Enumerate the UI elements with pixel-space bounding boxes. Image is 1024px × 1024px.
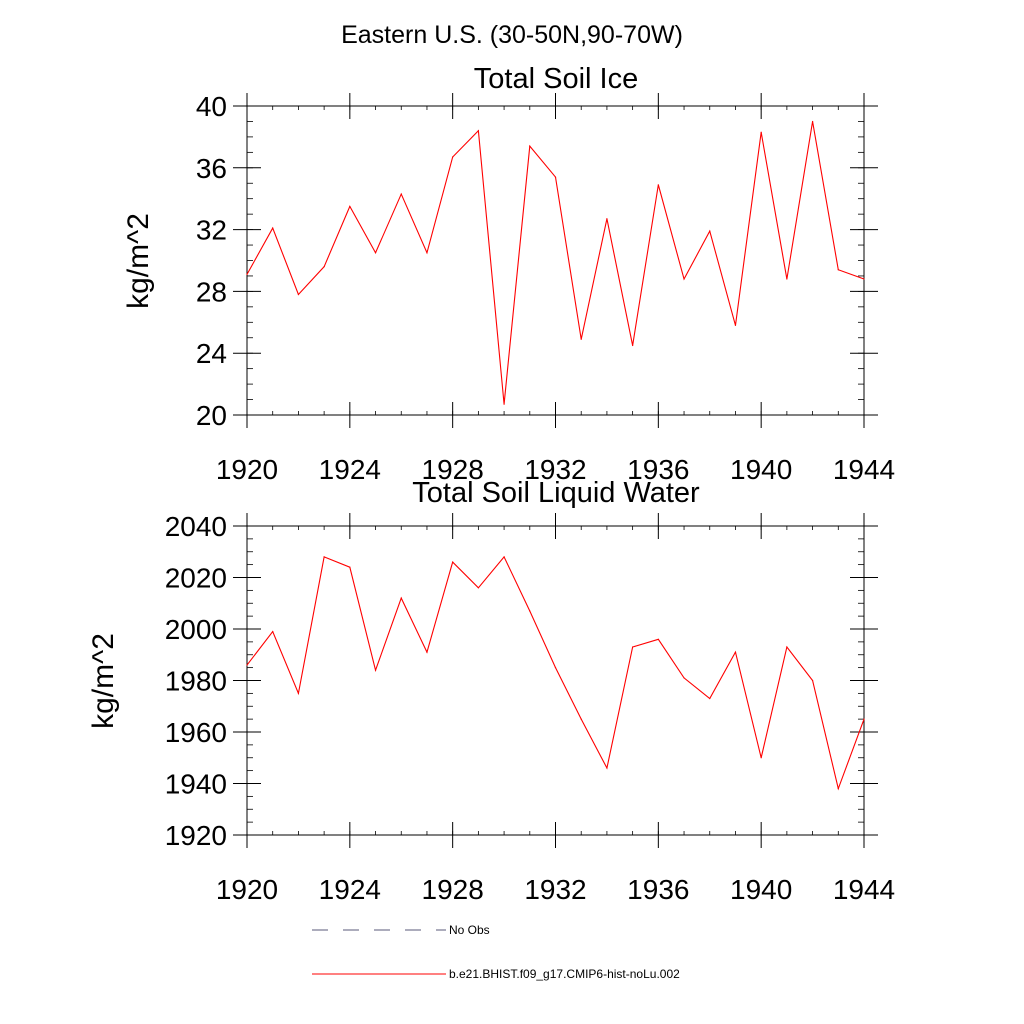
y-tick-label: 40 <box>196 91 227 122</box>
plot-frame <box>246 105 865 416</box>
data-point <box>246 273 248 276</box>
data-point <box>606 218 608 220</box>
panel-total-soil-liquid-water: Total Soil Liquid Water kg/m^2 1920 1940 1… <box>87 477 895 905</box>
data-point <box>709 697 711 700</box>
data-point <box>760 131 762 133</box>
data-point <box>837 788 839 790</box>
data-point <box>554 667 557 669</box>
data-point <box>580 338 582 340</box>
panel-title: Total Soil Ice <box>474 63 638 95</box>
data-point <box>837 269 839 271</box>
data-point <box>272 227 274 229</box>
figure-suptitle: Eastern U.S. (30-50N,90-70W) <box>341 21 683 49</box>
data-point <box>606 767 608 769</box>
data-point <box>477 587 479 589</box>
data-point <box>734 651 737 653</box>
x-tick-label: 1920 <box>216 874 278 905</box>
y-tick-label: 2020 <box>165 563 227 594</box>
plot-frame <box>246 525 865 836</box>
y-axis-label: kg/m^2 <box>87 633 120 729</box>
data-point <box>811 679 814 682</box>
panel-title: Total Soil Liquid Water <box>412 477 700 509</box>
data-point <box>786 646 788 648</box>
data-point <box>452 156 454 158</box>
data-point <box>246 664 248 666</box>
data-point <box>683 677 685 679</box>
data-point <box>657 184 659 186</box>
x-tick-label: 1920 <box>216 454 278 485</box>
series-line <box>246 555 865 791</box>
data-point <box>426 651 428 653</box>
data-point <box>323 266 325 268</box>
x-tick-label: 1932 <box>524 454 586 485</box>
data-point <box>580 718 582 720</box>
data-point <box>503 403 505 405</box>
data-point <box>529 145 531 147</box>
data-point <box>683 278 685 280</box>
data-point <box>297 293 300 296</box>
data-point <box>760 757 762 759</box>
data-point <box>400 193 402 195</box>
x-tick-label: 1940 <box>730 454 792 485</box>
data-point <box>426 252 428 254</box>
data-point <box>349 205 351 208</box>
x-tick-label: 1932 <box>524 874 586 905</box>
data-point <box>657 638 659 640</box>
y-tick-label: 24 <box>196 338 227 369</box>
data-point <box>400 597 402 599</box>
y-tick-label: 1980 <box>165 666 227 697</box>
x-tick-label: 1936 <box>627 454 689 485</box>
panel-total-soil-ice: Total Soil Ice kg/m^2 20 24 28 32 36 40 1920 19… <box>122 63 895 485</box>
data-point <box>374 252 377 254</box>
series-line <box>246 121 865 405</box>
data-point <box>734 324 737 326</box>
y-tick-label: 1920 <box>165 820 227 851</box>
x-tick-label: 1928 <box>422 874 484 905</box>
y-tick-label: 36 <box>196 153 227 184</box>
data-point <box>452 561 454 563</box>
legend-label-model-run: b.e21.BHIST.f09_g17.CMIP6-hist-noLu.002 <box>449 967 680 981</box>
y-axis-label: kg/m^2 <box>122 213 155 309</box>
y-tick-label: 28 <box>196 276 227 307</box>
data-point <box>297 692 300 694</box>
data-point <box>863 718 865 720</box>
y-tick-label: 2000 <box>165 614 227 645</box>
data-point <box>863 278 865 280</box>
x-tick-label: 1940 <box>730 874 792 905</box>
x-tick-label: 1944 <box>833 874 895 905</box>
y-tick-label: 1960 <box>165 717 227 748</box>
x-tick-label: 1924 <box>319 454 381 485</box>
x-tick-label: 1936 <box>627 874 689 905</box>
y-tick-label: 1940 <box>165 769 227 800</box>
y-tick-label: 32 <box>196 215 227 246</box>
data-point <box>786 278 788 280</box>
x-tick-label: 1944 <box>833 454 895 485</box>
data-point <box>632 344 634 347</box>
data-point <box>632 646 634 648</box>
data-point <box>811 120 814 123</box>
data-point <box>477 130 479 132</box>
x-tick-label: 1924 <box>319 874 381 905</box>
data-point <box>709 230 711 232</box>
data-point <box>272 630 274 633</box>
data-point <box>323 556 325 558</box>
data-point <box>529 610 531 612</box>
data-point <box>554 176 557 178</box>
legend-label-no-obs: No Obs <box>449 923 490 937</box>
y-tick-label: 20 <box>196 400 227 431</box>
legend: No Obs b.e21.BHIST.f09_g17.CMIP6-hist-no… <box>312 923 680 981</box>
data-point <box>349 566 351 568</box>
x-tick-label: 1928 <box>422 454 484 485</box>
data-point <box>503 556 505 558</box>
data-point <box>374 669 377 671</box>
y-tick-label: 2040 <box>165 511 227 542</box>
